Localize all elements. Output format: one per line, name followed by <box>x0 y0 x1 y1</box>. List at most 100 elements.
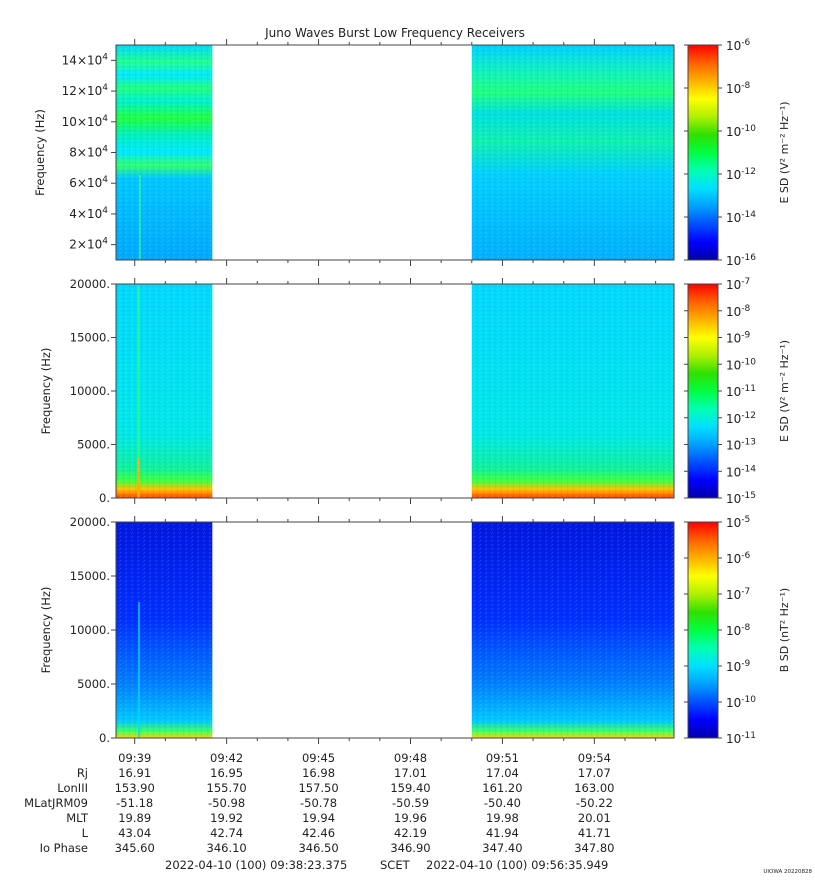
ephemeris-value: 157.50 <box>298 781 338 795</box>
ephemeris-value: 20.01 <box>578 811 611 825</box>
y-tick-label: 20000. <box>70 515 110 529</box>
ephemeris-value: 19.89 <box>118 811 151 825</box>
ephemeris-value: 155.70 <box>207 781 247 795</box>
x-tick-label: 09:51 <box>486 751 519 765</box>
ephemeris-value: 346.90 <box>390 841 430 855</box>
spectrogram-noise-right <box>471 45 674 260</box>
y-axis-label: Frequency (Hz) <box>39 587 53 674</box>
y-tick-label: 8×104 <box>69 145 108 160</box>
ephemeris-value: -50.98 <box>208 796 245 810</box>
colorbar <box>687 521 719 739</box>
ephemeris-value: -51.18 <box>116 796 153 810</box>
ephemeris-value: 346.50 <box>298 841 338 855</box>
colorbar-label: E SD (V² m⁻² Hz⁻¹) <box>778 340 791 442</box>
colorbar-tick-label: 10-8 <box>726 81 751 96</box>
panel-2: 20000. 15000. 10000. 5000. 0. Frequency (Hz) 1… <box>39 277 791 506</box>
ephemeris-value: 161.20 <box>482 781 522 795</box>
ephemeris-value: 16.91 <box>118 766 151 780</box>
colorbar-tick-label: 10-13 <box>726 438 756 453</box>
emission-spike <box>137 286 140 498</box>
ephemeris-value: 347.40 <box>482 841 522 855</box>
spectrogram-noise-left <box>116 284 213 498</box>
y-tick-label: 0. <box>99 731 110 745</box>
y-axis-label: Frequency (Hz) <box>39 348 53 435</box>
spectrogram-noise-right <box>471 522 674 738</box>
colorbar-tick-label: 10-10 <box>726 695 756 710</box>
colorbar-tick-label: 10-9 <box>726 659 751 674</box>
ephemeris-row-label: MLT <box>66 811 89 825</box>
colorbar-tick-label: 10-16 <box>726 253 756 268</box>
ephemeris-value: 17.01 <box>394 766 427 780</box>
ephemeris-row-label: Rj <box>77 766 88 780</box>
colorbar <box>687 44 719 261</box>
ephemeris-value: 19.98 <box>486 811 519 825</box>
y-tick-label: 10000. <box>70 384 110 398</box>
spectrogram-noise-left <box>116 522 213 738</box>
emission-spike-core <box>137 458 140 498</box>
ephemeris-value: 41.71 <box>578 826 611 840</box>
ephemeris-value: 19.92 <box>210 811 243 825</box>
y-tick-label: 10×104 <box>62 114 109 129</box>
y-tick-label: 5000. <box>77 438 110 452</box>
ephemeris-value: 43.04 <box>118 826 151 840</box>
colorbar-tick-label: 10-15 <box>726 491 756 506</box>
ephemeris-value: 346.10 <box>207 841 247 855</box>
ephemeris-value: 41.94 <box>486 826 519 840</box>
ephemeris-value: 345.60 <box>115 841 155 855</box>
colorbar <box>687 283 719 499</box>
spectrogram-noise-right <box>471 284 674 498</box>
ephemeris-value: 19.96 <box>394 811 427 825</box>
colorbar-tick-label: 10-14 <box>726 210 756 225</box>
y-tick-label: 5000. <box>77 677 110 691</box>
ephemeris-value: -50.22 <box>576 796 613 810</box>
colorbar-tick-label: 10-12 <box>726 411 756 426</box>
footer-end-time: 2022-04-10 (100) 09:56:35.949 <box>426 858 608 872</box>
y-tick-label: 15000. <box>70 331 110 345</box>
ephemeris-value: 17.04 <box>486 766 519 780</box>
panel-1: 14×104 12×104 10×104 8×104 6×104 4×104 2×104 Fr… <box>33 38 791 268</box>
colorbar-tick-label: 10-7 <box>726 587 750 602</box>
ephemeris-value: 42.46 <box>302 826 335 840</box>
ephemeris-row-label: LonIII <box>57 781 88 795</box>
x-tick-label: 09:54 <box>578 751 611 765</box>
x-tick-label: 09:45 <box>302 751 335 765</box>
y-tick-label: 20000. <box>70 277 110 291</box>
colorbar-tick-label: 10-14 <box>726 464 756 479</box>
colorbar-tick-label: 10-9 <box>726 331 751 346</box>
x-tick-label: 09:39 <box>118 751 151 765</box>
ephemeris-row-label: Io Phase <box>40 841 88 855</box>
ephemeris-value: 163.00 <box>574 781 614 795</box>
y-tick-label: 10000. <box>70 623 110 637</box>
ephemeris-value: -50.59 <box>392 796 429 810</box>
y-tick-label: 14×104 <box>62 52 109 67</box>
ephemeris-value: 153.90 <box>115 781 155 795</box>
emission-spike <box>138 602 140 738</box>
colorbar-tick-label: 10-11 <box>726 384 756 399</box>
colorbar-tick-label: 10-8 <box>726 304 751 319</box>
ephemeris-value: 17.07 <box>578 766 611 780</box>
y-tick-label: 2×104 <box>69 237 108 252</box>
spectrogram-noise-left <box>116 45 213 260</box>
y-tick-label: 12×104 <box>62 83 109 98</box>
ephemeris-value: 16.98 <box>302 766 335 780</box>
colorbar-tick-label: 10-6 <box>726 551 751 566</box>
ephemeris-value: -50.40 <box>484 796 521 810</box>
ephemeris-value: 42.74 <box>210 826 243 840</box>
y-tick-label: 15000. <box>70 569 110 583</box>
y-axis-label: Frequency (Hz) <box>33 109 47 196</box>
colorbar-tick-label: 10-6 <box>726 38 751 53</box>
ephemeris-row-label: MLatJRM09 <box>24 796 88 810</box>
ephemeris-row-label: L <box>82 826 89 840</box>
ephemeris-value: 159.40 <box>390 781 430 795</box>
figure-title: Juno Waves Burst Low Frequency Receivers <box>264 26 525 40</box>
colorbar-tick-label: 10-10 <box>726 124 756 139</box>
ephemeris-value: 42.19 <box>394 826 427 840</box>
colorbar-label: B SD (nT² Hz⁻¹) <box>778 588 791 672</box>
colorbar-tick-label: 10-5 <box>726 515 750 530</box>
x-tick-label: 09:48 <box>394 751 427 765</box>
colorbar-tick-label: 10-12 <box>726 167 756 182</box>
ephemeris-value: 19.94 <box>302 811 335 825</box>
emission-spike <box>139 175 141 260</box>
ephemeris-value: 16.95 <box>210 766 243 780</box>
